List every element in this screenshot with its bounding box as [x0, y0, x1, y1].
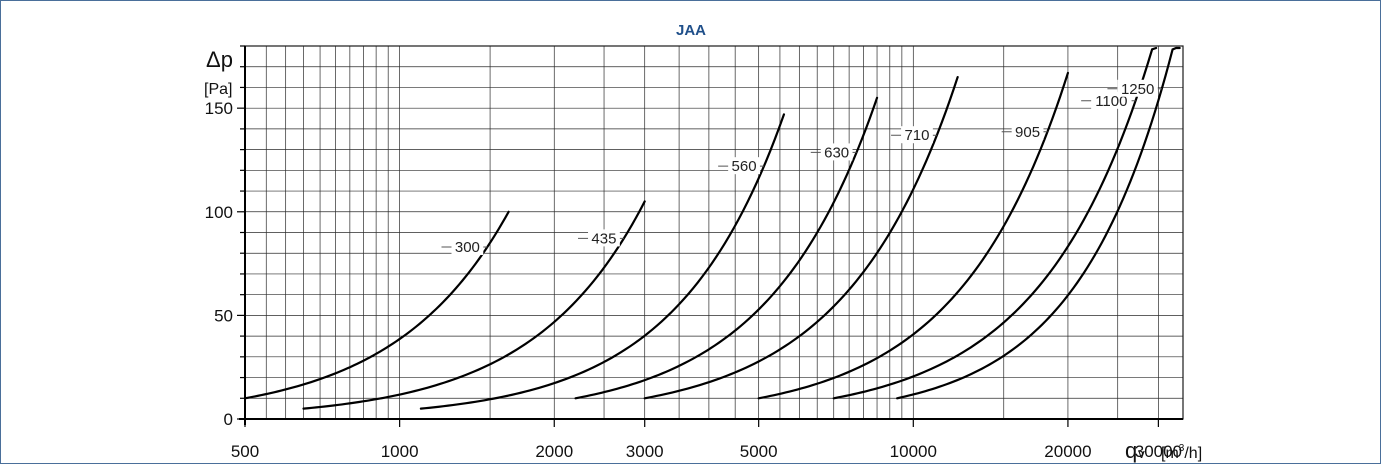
- x-axis-label: qv: [1125, 438, 1145, 463]
- series-line-905: [757, 71, 1070, 400]
- series-label-bg-435: [588, 229, 620, 247]
- y-axis-label: Δp: [206, 47, 233, 72]
- axes: [237, 45, 1183, 427]
- y-tick-labels: 0 50 100 150: [205, 99, 233, 429]
- x-tick-label: 3000: [626, 442, 664, 461]
- series-label-905: 905: [1015, 124, 1040, 141]
- series-label-bg-630: [820, 143, 853, 161]
- x-axis-label-main: q: [1125, 438, 1137, 463]
- x-axis-unit-sup: 3: [1179, 443, 1185, 454]
- series-label-300: 300: [455, 239, 480, 256]
- x-axis-unit-post: /h]: [1184, 445, 1202, 462]
- series-label-435: 435: [591, 230, 616, 247]
- y-tick-label: 0: [224, 410, 233, 429]
- series-label-bg-300: [451, 238, 484, 256]
- series-line-1250: [896, 46, 1181, 400]
- x-tick-label: 5000: [740, 442, 778, 461]
- series-label-bg-905: [1011, 122, 1044, 140]
- x-axis-label-sub: v: [1138, 446, 1145, 461]
- series-line-560: [419, 113, 786, 410]
- x-axis-unit-pre: [m: [1161, 445, 1179, 462]
- series-line-630: [574, 96, 879, 400]
- series-line-1100: [832, 46, 1158, 400]
- series-line-300: [243, 210, 510, 400]
- series-label-bg-1250: [1117, 79, 1158, 97]
- y-tick-label: 100: [205, 203, 233, 222]
- x-axis-unit: [m3/h]: [1161, 443, 1202, 462]
- x-tick-labels: 500 1000 2000 3000 5000 10000 20000 30000: [231, 442, 1182, 461]
- x-tick-label: 30000: [1135, 442, 1182, 461]
- x-tick-label: 20000: [1044, 442, 1091, 461]
- series-label-1100: 1100: [1095, 93, 1127, 110]
- y-axis-unit: [Pa]: [204, 81, 232, 98]
- series-label-bg-710: [901, 126, 933, 144]
- grid: [244, 45, 1184, 420]
- series-label-560: 560: [732, 158, 757, 175]
- series-label-1250: 1250: [1121, 81, 1154, 98]
- x-tick-label: 1000: [381, 442, 419, 461]
- x-tick-label: 2000: [535, 442, 573, 461]
- series-label-710: 710: [904, 127, 929, 144]
- series-line-710: [643, 75, 959, 400]
- x-tick-label: 10000: [890, 442, 937, 461]
- x-tick-label: 500: [231, 442, 259, 461]
- series-curves: [243, 46, 1181, 410]
- y-tick-label: 50: [214, 306, 233, 325]
- series-label-bg-560: [728, 157, 760, 175]
- y-tick-label: 150: [205, 99, 233, 118]
- series-line-435: [302, 200, 646, 410]
- series-label-630: 630: [824, 144, 849, 161]
- chart-title: JAA: [676, 22, 706, 39]
